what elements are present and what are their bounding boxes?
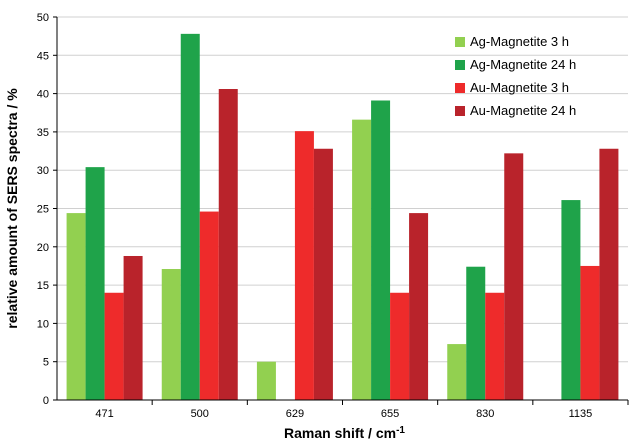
bar-au-magnetite-3-h-629 bbox=[294, 131, 314, 400]
y-tick-label: 15 bbox=[37, 280, 49, 292]
y-tick-label: 50 bbox=[37, 12, 49, 24]
legend-label: Au-Magnetite 24 h bbox=[470, 103, 576, 118]
x-tick-label: 655 bbox=[381, 408, 399, 420]
x-axis-title: Raman shift / cm-1 bbox=[284, 425, 405, 442]
x-axis-title-main: Raman shift / cm bbox=[284, 425, 396, 441]
bar-ag-magnetite-24-h-471 bbox=[85, 167, 105, 400]
bar-au-magnetite-24-h-830 bbox=[504, 153, 524, 400]
bar-au-magnetite-24-h-629 bbox=[313, 148, 333, 400]
bar-au-magnetite-3-h-500 bbox=[199, 211, 219, 400]
bar-au-magnetite-3-h-1135 bbox=[580, 265, 600, 400]
x-tick-labels: 471 500 629 655 830 1135 bbox=[95, 400, 629, 420]
bar-au-magnetite-3-h-830 bbox=[485, 292, 505, 400]
bar-au-magnetite-24-h-500 bbox=[218, 89, 238, 400]
bar-ag-magnetite-24-h-1135 bbox=[561, 200, 581, 400]
legend-swatch-au-magnetite-3-h bbox=[455, 83, 465, 93]
y-axis-title: relative amount of SERS spectra / % bbox=[4, 88, 20, 329]
y-tick-label: 35 bbox=[37, 127, 49, 139]
bar-ag-magnetite-3-h-471 bbox=[66, 213, 86, 400]
bar-ag-magnetite-24-h-830 bbox=[466, 266, 486, 400]
y-tick-label: 5 bbox=[43, 357, 49, 369]
x-axis-title-superscript: -1 bbox=[396, 425, 405, 436]
bar-ag-magnetite-3-h-629 bbox=[256, 361, 276, 400]
legend-label: Au-Magnetite 3 h bbox=[470, 80, 569, 95]
x-tick-label: 500 bbox=[191, 408, 209, 420]
x-tick-label: 830 bbox=[476, 408, 494, 420]
bar-ag-magnetite-3-h-830 bbox=[447, 344, 467, 400]
bar-ag-magnetite-3-h-500 bbox=[161, 269, 181, 400]
bar-au-magnetite-24-h-655 bbox=[409, 213, 429, 400]
bar-ag-magnetite-3-h-655 bbox=[352, 119, 372, 401]
bar-au-magnetite-24-h-471 bbox=[123, 255, 143, 400]
y-tick-label: 0 bbox=[43, 395, 49, 407]
bar-au-magnetite-3-h-655 bbox=[390, 292, 410, 400]
legend-swatch-au-magnetite-24-h bbox=[455, 106, 465, 116]
y-tick-label: 20 bbox=[37, 242, 49, 254]
gridlines bbox=[57, 16, 628, 363]
y-tick-labels: 0 5 10 15 20 25 30 35 40 45 50 bbox=[37, 12, 57, 407]
y-tick-label: 30 bbox=[37, 165, 49, 177]
legend-swatch-ag-magnetite-24-h bbox=[455, 60, 465, 70]
bar-au-magnetite-3-h-471 bbox=[104, 292, 124, 400]
legend-swatch-ag-magnetite-3-h bbox=[455, 37, 465, 47]
legend: Ag-Magnetite 3 h Ag-Magnetite 24 h Au-Magn… bbox=[455, 34, 576, 118]
bars-group bbox=[66, 33, 619, 401]
legend-label: Ag-Magnetite 3 h bbox=[470, 34, 569, 49]
y-tick-label: 40 bbox=[37, 89, 49, 101]
bar-ag-magnetite-24-h-655 bbox=[371, 100, 391, 400]
y-tick-label: 25 bbox=[37, 204, 49, 216]
legend-label: Ag-Magnetite 24 h bbox=[470, 57, 576, 72]
y-tick-label: 45 bbox=[37, 50, 49, 62]
y-tick-label: 10 bbox=[37, 318, 49, 330]
x-tick-label: 1135 bbox=[569, 408, 593, 420]
bar-ag-magnetite-24-h-500 bbox=[180, 33, 200, 401]
x-tick-label: 629 bbox=[286, 408, 304, 420]
bar-au-magnetite-24-h-1135 bbox=[599, 148, 619, 400]
x-tick-label: 471 bbox=[95, 408, 113, 420]
